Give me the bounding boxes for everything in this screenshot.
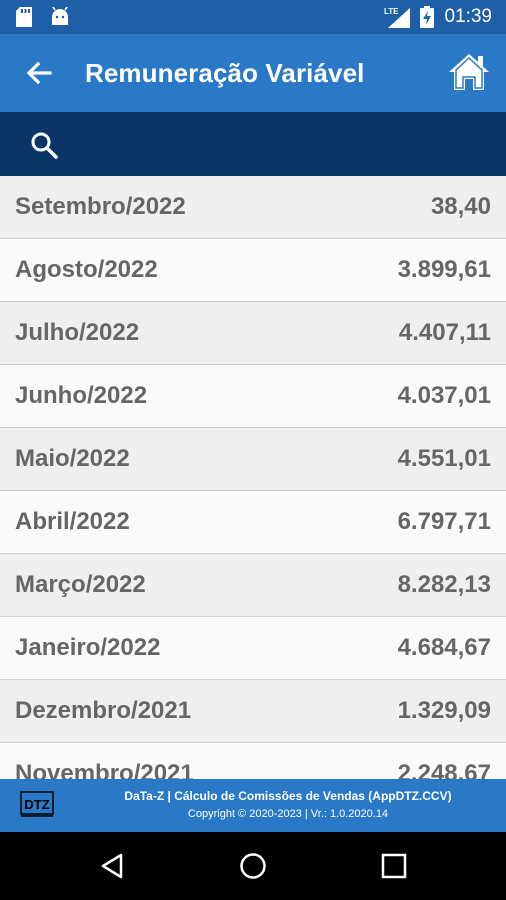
home-icon[interactable] bbox=[448, 52, 490, 92]
list-item-month: Agosto/2022 bbox=[15, 256, 158, 283]
list-item[interactable]: Setembro/2022 38,40 bbox=[0, 176, 506, 239]
list-item[interactable]: Março/2022 8.282,13 bbox=[0, 554, 506, 617]
list-item-month: Setembro/2022 bbox=[15, 193, 186, 220]
list-item[interactable]: Maio/2022 4.551,01 bbox=[0, 428, 506, 491]
dtz-logo-icon: DTZ bbox=[20, 791, 54, 817]
list-item-month: Dezembro/2021 bbox=[15, 697, 192, 724]
footer-app-name: DaTa-Z | Cálculo de Comissões de Vendas … bbox=[124, 789, 452, 803]
home-circle-icon[interactable] bbox=[239, 852, 267, 880]
list-item-value: 3.899,61 bbox=[397, 256, 491, 283]
list-item-month: Janeiro/2022 bbox=[15, 634, 161, 661]
list-item[interactable]: Janeiro/2022 4.684,67 bbox=[0, 617, 506, 680]
arrow-left-icon[interactable] bbox=[22, 56, 56, 90]
search-icon[interactable] bbox=[30, 131, 58, 159]
list-item[interactable]: Novembro/2021 2.248,67 bbox=[0, 743, 506, 779]
list-item[interactable]: Dezembro/2021 1.329,09 bbox=[0, 680, 506, 743]
list-item-month: Julho/2022 bbox=[15, 319, 140, 346]
list-item-month: Abril/2022 bbox=[15, 508, 130, 535]
list-item-value: 38,40 bbox=[430, 193, 491, 220]
list-item[interactable]: Julho/2022 4.407,11 bbox=[0, 302, 506, 365]
list-item-month: Março/2022 bbox=[15, 571, 146, 598]
list-item[interactable]: Junho/2022 4.037,01 bbox=[0, 365, 506, 428]
list-item[interactable]: Agosto/2022 3.899,61 bbox=[0, 239, 506, 302]
app-footer: DTZ DaTa-Z | Cálculo de Comissões de Ven… bbox=[0, 779, 506, 832]
back-triangle-icon[interactable] bbox=[99, 852, 127, 880]
recents-square-icon[interactable] bbox=[380, 852, 408, 880]
list-item-value: 4.684,67 bbox=[397, 634, 491, 661]
app-bar: Remuneração Variável bbox=[0, 34, 506, 112]
list-item-month: Maio/2022 bbox=[15, 445, 130, 472]
svg-text:LTE: LTE bbox=[384, 7, 399, 16]
list-item-value: 6.797,71 bbox=[397, 508, 491, 535]
status-bar: LTE 01:39 bbox=[0, 0, 506, 34]
list-item-value: 4.037,01 bbox=[397, 382, 491, 409]
list-item-value: 4.551,01 bbox=[397, 445, 491, 472]
logo-text: DTZ bbox=[24, 797, 49, 812]
sd-card-icon bbox=[16, 7, 32, 27]
list-item-value: 8.282,13 bbox=[397, 571, 491, 598]
status-time: 01:39 bbox=[444, 6, 492, 27]
footer-copyright: Copyright © 2020-2023 | Vr.: 1.0.2020.14 bbox=[187, 808, 389, 820]
lte-signal-icon: LTE bbox=[384, 7, 411, 28]
list-item-value: 1.329,09 bbox=[397, 697, 491, 724]
search-bar[interactable] bbox=[0, 112, 506, 176]
list-item[interactable]: Abril/2022 6.797,71 bbox=[0, 491, 506, 554]
system-nav-bar bbox=[0, 832, 506, 900]
list-item-value: 4.407,11 bbox=[398, 319, 491, 346]
android-icon bbox=[52, 7, 68, 25]
battery-charging-icon bbox=[420, 6, 435, 28]
list-item-month: Junho/2022 bbox=[15, 382, 148, 409]
page-title: Remuneração Variável bbox=[85, 58, 365, 88]
list-item-value: 2.248,67 bbox=[397, 760, 491, 779]
remuneration-list: Setembro/2022 38,40 Agosto/2022 3.899,61… bbox=[0, 176, 506, 779]
list-item-month: Novembro/2021 bbox=[15, 760, 194, 779]
